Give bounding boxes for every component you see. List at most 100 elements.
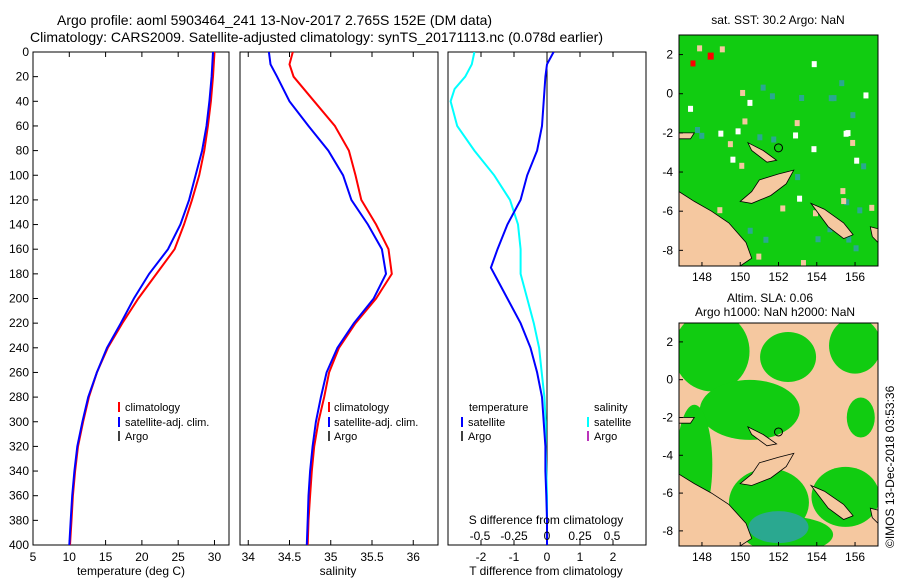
series-line-salinity-satellite: [449, 52, 548, 545]
grid-cell: [845, 130, 851, 137]
grid-cell: [747, 227, 753, 234]
grid-cell: [763, 236, 769, 243]
y-tick-label: 180: [9, 267, 29, 281]
temperature-axes-frame: [32, 51, 230, 546]
grid-cell: [844, 199, 850, 206]
grid-cell: [797, 195, 803, 202]
sla-anomaly-patch: [846, 397, 875, 438]
difference-legend: temperature satellite Argo salinity sate…: [461, 402, 631, 443]
temperature-axis-ticks: 5 10 15 20 25 30: [30, 52, 221, 564]
grid-cell: [699, 132, 705, 139]
grid-cell: [771, 136, 777, 143]
grid-cell: [747, 99, 753, 106]
y-tick-label: 280: [9, 390, 29, 404]
grid-cell: [840, 188, 846, 195]
grid-cell: [799, 94, 805, 101]
x-tick-label: 0: [544, 550, 551, 564]
warm-cell: [690, 60, 696, 67]
salinity-xlabel: salinity: [320, 564, 357, 578]
y-tick-label: 380: [9, 513, 29, 527]
x-tick-label: 35.5: [360, 550, 384, 564]
grid-cell: [869, 204, 875, 211]
y-tick-label: 400: [9, 538, 29, 552]
salinity-axis-ticks: 34 34.5 35 35.5 36: [242, 52, 420, 564]
grid-cell: [719, 46, 725, 53]
lon-tick-label: 148: [692, 270, 712, 284]
s-tick-label: 0.25: [568, 529, 592, 543]
legend-label-satellite: satellite-adj. clim.: [334, 417, 418, 429]
y-tick-label: 220: [9, 316, 29, 330]
lon-tick-label: 152: [768, 550, 788, 564]
y-tick-label: 40: [16, 94, 30, 108]
lat-tick-label: 0: [666, 373, 673, 387]
y-tick-label: 100: [9, 168, 29, 182]
sla-anomaly-patch: [811, 466, 878, 527]
lon-tick-label: 148: [692, 550, 712, 564]
sla-anomaly-patch: [760, 332, 817, 383]
lon-tick-label: 150: [730, 270, 750, 284]
grid-cell: [757, 134, 763, 141]
land-mass: [739, 452, 795, 486]
series-line-climatology: [288, 52, 393, 545]
y-tick-label: 200: [9, 292, 29, 306]
sla-map-title-line2: Argo h1000: NaN h2000: NaN: [695, 305, 855, 319]
land-mass: [679, 417, 696, 424]
land-mass: [747, 426, 778, 447]
series-line-temperature-satellite: [489, 52, 555, 545]
y-tick-label: 160: [9, 242, 29, 256]
y-tick-label: 120: [9, 193, 29, 207]
x-tick-label: 10: [63, 550, 77, 564]
y-tick-label: 360: [9, 489, 29, 503]
legend-label-satellite: satellite-adj. clim.: [125, 417, 209, 429]
y-tick-label: 20: [16, 70, 30, 84]
lat-tick-label: -8: [662, 524, 673, 538]
figure-title-line1: Argo profile: aoml 5903464_241 13-Nov-20…: [57, 12, 492, 28]
grid-cell: [740, 89, 746, 96]
grid-cell: [827, 226, 833, 233]
legend-label-climatology: climatology: [125, 402, 181, 414]
grid-cell: [756, 253, 762, 260]
lat-tick-label: 0: [666, 87, 673, 101]
grid-cell: [811, 146, 817, 153]
grid-cell: [727, 141, 733, 148]
salinity-legend: climatology satellite-adj. clim. Argo: [328, 402, 418, 443]
grid-cell: [853, 245, 859, 252]
lat-tick-label: 2: [666, 48, 673, 62]
warm-cell: [707, 52, 714, 60]
x-tick-label: 34: [242, 550, 256, 564]
lon-tick-label: 154: [807, 550, 827, 564]
x-tick-label: 20: [135, 550, 149, 564]
grid-cell: [739, 162, 745, 169]
grid-cell: [863, 92, 869, 99]
grid-cell: [812, 210, 818, 217]
x-tick-label: -2: [476, 550, 487, 564]
land-mass: [869, 226, 878, 244]
x-tick-label: 5: [30, 550, 37, 564]
legend-label-sal-satellite: satellite: [594, 417, 631, 429]
salinity-axes-frame: [239, 51, 439, 546]
x-tick-label: 2: [610, 550, 617, 564]
y-tick-label: 300: [9, 415, 29, 429]
grid-cell: [861, 163, 867, 170]
lon-tick-label: 150: [730, 550, 750, 564]
s-tick-label: -0.25: [500, 529, 528, 543]
x-tick-label: -1: [509, 550, 520, 564]
lat-tick-label: -4: [662, 165, 673, 179]
land-mass: [679, 191, 753, 266]
figure-title-line2: Climatology: CARS2009. Satellite-adjuste…: [30, 29, 603, 45]
grid-cell: [850, 139, 856, 146]
grid-cell: [795, 174, 801, 181]
grid-cell: [695, 127, 701, 134]
y-tick-label: 80: [16, 144, 30, 158]
grid-cell: [839, 80, 845, 87]
difference-xlabel-top: S difference from climatology: [469, 513, 624, 527]
land-mass: [739, 169, 795, 204]
grid-cell: [718, 130, 724, 137]
legend-label-temp-argo: Argo: [468, 431, 491, 443]
land-mass: [809, 202, 854, 240]
lat-tick-label: -4: [662, 448, 673, 462]
grid-cell: [857, 207, 863, 214]
lon-tick-label: 152: [768, 270, 788, 284]
grid-cell: [780, 205, 786, 212]
grid-cell: [841, 198, 847, 205]
